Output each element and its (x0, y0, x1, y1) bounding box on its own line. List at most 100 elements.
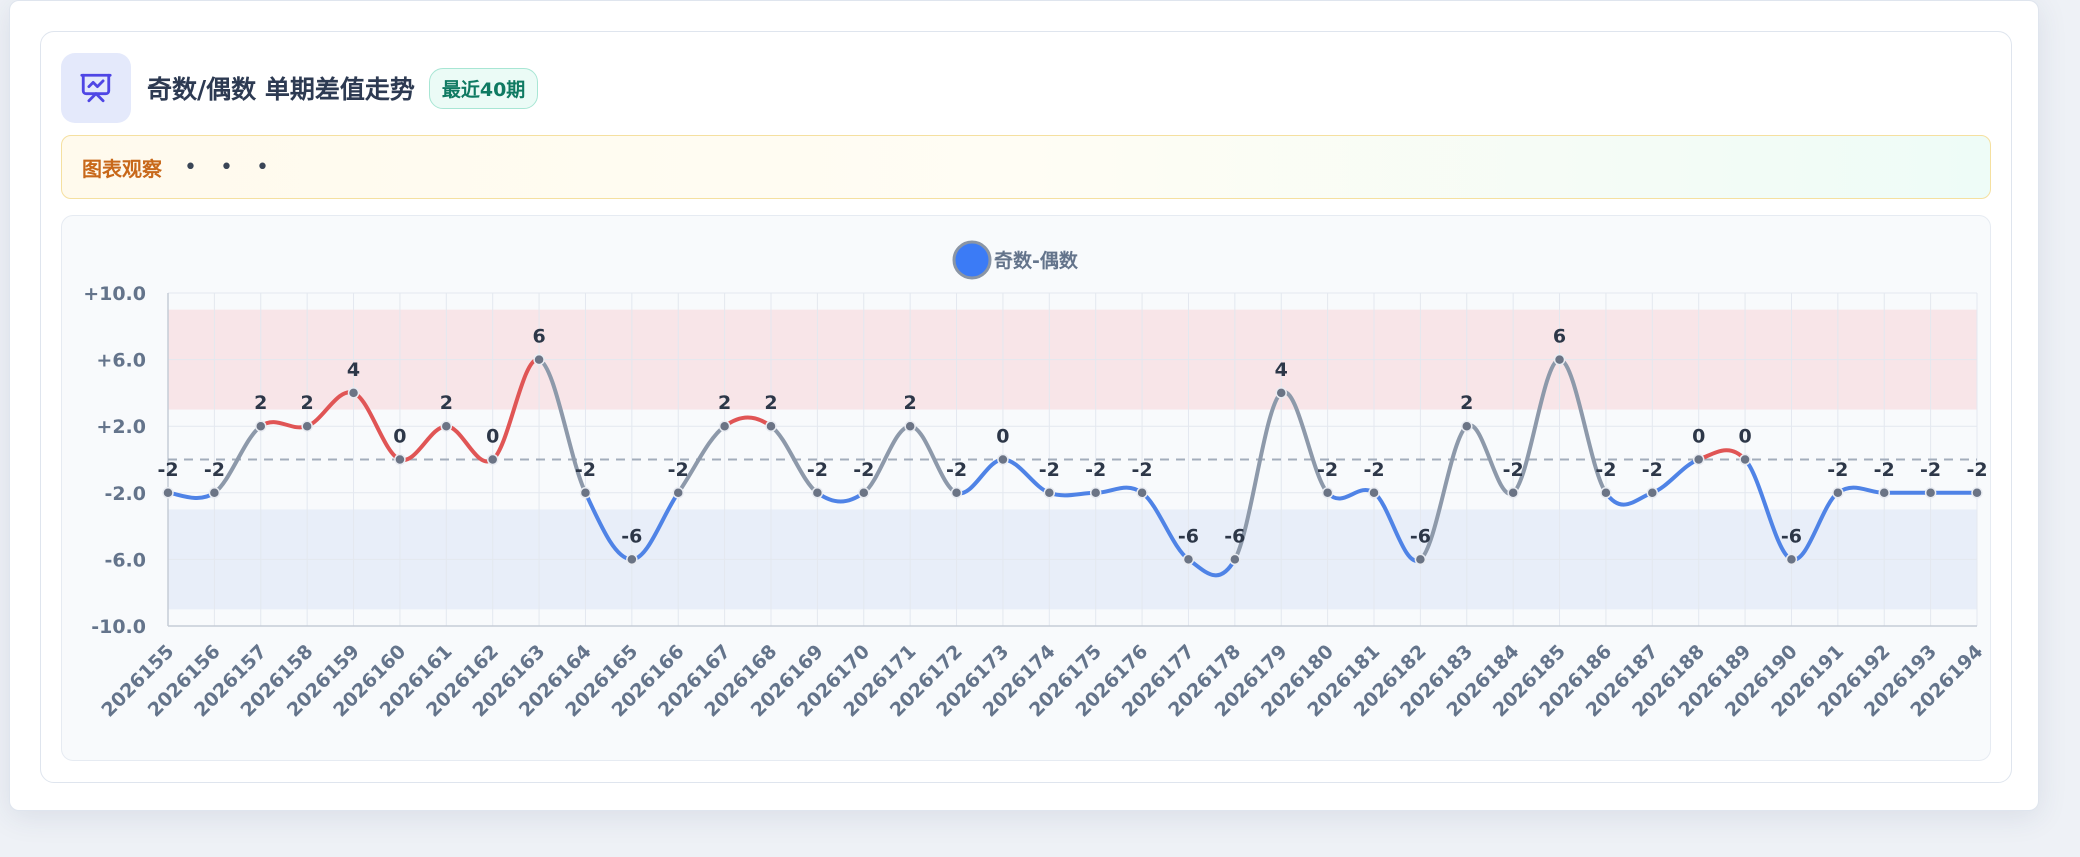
line-segment (1093, 485, 1145, 495)
data-label: 2 (1460, 392, 1473, 414)
data-point (1646, 487, 1659, 499)
data-point (1600, 487, 1612, 499)
plot-area: +10.0 +6.0 +2.0 -2.0 -6.0 -10.0 2026155 2026156… (61, 215, 1991, 761)
line-segment (1140, 490, 1191, 562)
data-label: -2 (1132, 459, 1153, 481)
line-segment (769, 424, 820, 495)
line-segment (1835, 485, 1887, 495)
page-container: 奇数/偶数 单期差值走势 最近40期 图表观察 • • • +10.0 +6.0 +… (9, 0, 2039, 811)
line-segment (1047, 490, 1098, 498)
data-label: 0 (393, 426, 406, 448)
line-segment (1603, 490, 1655, 507)
data-point (904, 420, 916, 432)
data-point (162, 487, 174, 499)
line-segment (166, 490, 217, 500)
chart-card: 奇数/偶数 单期差值走势 最近40期 图表观察 • • • +10.0 +6.0 +… (40, 31, 2012, 783)
data-point (1785, 553, 1798, 566)
data-label: 2 (764, 392, 777, 414)
data-label: -2 (1039, 459, 1060, 481)
line-segment (1743, 457, 1794, 562)
data-point (1971, 487, 1983, 499)
data-label: 2 (440, 392, 453, 414)
data-point (1553, 353, 1566, 366)
data-point (718, 420, 731, 432)
data-point (1878, 487, 1890, 499)
data-point (1275, 387, 1287, 399)
data-label: -2 (1966, 459, 1987, 481)
data-label: -2 (1827, 459, 1848, 481)
line-segment (676, 424, 727, 495)
data-point (1692, 453, 1705, 466)
data-point (1136, 487, 1148, 499)
data-label: -6 (1178, 525, 1199, 547)
data-point (579, 487, 592, 499)
data-point (255, 420, 267, 432)
data-point (394, 453, 406, 466)
data-point (1739, 453, 1751, 466)
line-segment (1325, 488, 1376, 501)
data-point (486, 453, 499, 466)
data-point (858, 487, 870, 499)
data-label: -2 (668, 459, 689, 481)
data-label: 0 (1692, 426, 1705, 448)
data-point (208, 487, 221, 499)
data-point (997, 453, 1009, 466)
data-label: 6 (532, 326, 545, 348)
data-point (1043, 487, 1056, 499)
y-tick-label: -2.0 (104, 483, 146, 505)
data-label: -2 (807, 459, 828, 481)
line-chart: +10.0+6.0+2.0-2.0-6.0-10.020261552026156… (83, 240, 1988, 721)
data-point (1461, 420, 1473, 432)
data-point (1229, 553, 1241, 566)
legend-label: 奇数-偶数 (994, 249, 1079, 272)
y-tick-label: +10.0 (83, 283, 146, 305)
data-point (1414, 553, 1427, 566)
line-segment (537, 357, 588, 495)
data-label: -2 (1642, 459, 1663, 481)
data-label: 2 (904, 392, 917, 414)
data-point (811, 487, 824, 499)
data-point (765, 420, 777, 432)
data-label: -2 (575, 459, 596, 481)
data-label: 0 (1738, 426, 1751, 448)
data-point (1368, 487, 1380, 499)
line-segment (1232, 390, 1284, 562)
data-label: 2 (301, 392, 314, 414)
data-label: -2 (1363, 459, 1384, 481)
data-label: -2 (157, 459, 178, 481)
data-label: 2 (718, 392, 731, 414)
data-point (1832, 487, 1844, 499)
data-label: 4 (347, 359, 360, 381)
data-point (1924, 487, 1937, 499)
data-label: 6 (1553, 326, 1566, 348)
data-label: -2 (946, 459, 967, 481)
data-label: -2 (1317, 459, 1338, 481)
data-label: 4 (1275, 359, 1288, 381)
period-badge: 最近40期 (428, 67, 539, 109)
line-segment (722, 415, 773, 429)
line-segment (212, 424, 263, 495)
data-point (301, 420, 313, 432)
data-point (440, 420, 453, 432)
data-label: 2 (254, 392, 267, 414)
data-point (533, 353, 545, 366)
data-point (1507, 487, 1519, 499)
data-label: 0 (486, 426, 499, 448)
data-label: -2 (204, 459, 225, 481)
data-label: -2 (1595, 459, 1616, 481)
legend-marker (952, 240, 992, 280)
data-label: -6 (621, 525, 642, 547)
data-label: -6 (1224, 525, 1245, 547)
card-header: 奇数/偶数 单期差值走势 最近40期 (61, 53, 539, 123)
data-point (950, 487, 963, 499)
observation-label: 图表观察 (82, 156, 162, 181)
data-point (626, 553, 638, 566)
data-point (1321, 487, 1334, 499)
data-label: -6 (1410, 525, 1431, 547)
observation-panel[interactable]: 图表观察 • • • (61, 135, 1991, 199)
y-tick-label: +2.0 (96, 416, 146, 438)
line-segment (1557, 357, 1608, 495)
line-segment (1418, 424, 1469, 562)
data-point (347, 387, 360, 399)
data-label: -2 (1920, 459, 1941, 481)
